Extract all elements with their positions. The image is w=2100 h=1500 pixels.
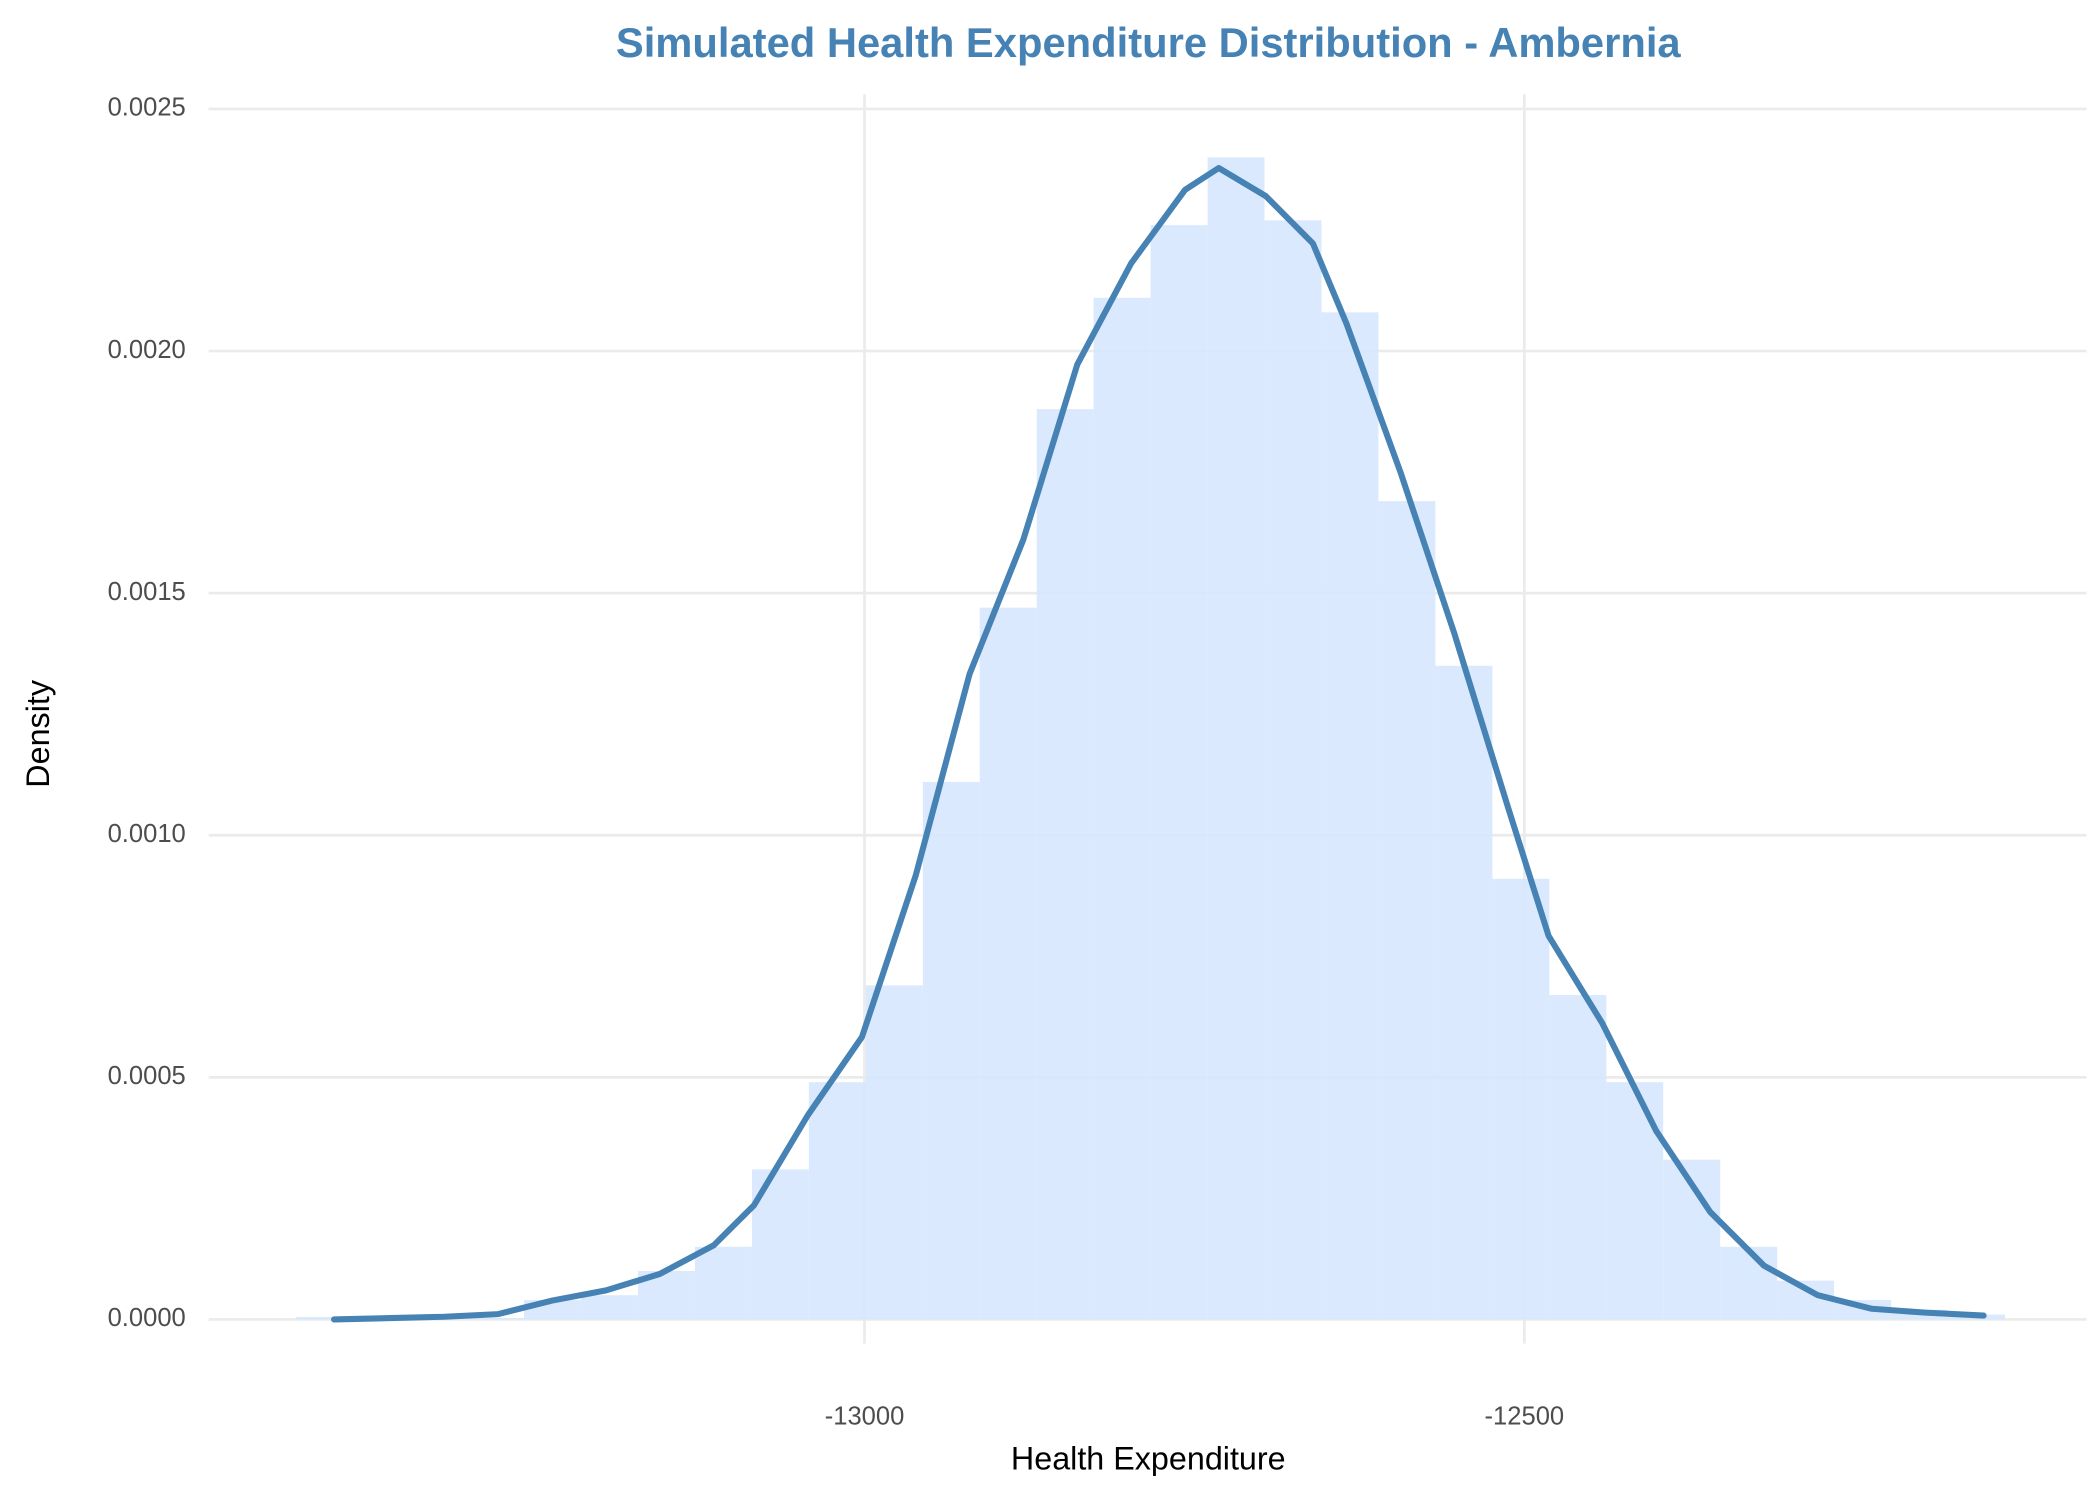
bar <box>1036 409 1094 1320</box>
x-axis-title: Health Expenditure <box>1011 1440 1286 1476</box>
bar <box>1720 1246 1778 1320</box>
bar <box>296 1317 354 1320</box>
y-tick-label: 0.0000 <box>108 1304 186 1332</box>
bar <box>1093 297 1151 1320</box>
chart-title: Simulated Health Expenditure Distributio… <box>616 19 1682 66</box>
histogram <box>296 157 2005 1320</box>
density-line <box>330 164 1987 1323</box>
bar <box>865 985 923 1320</box>
bar <box>1150 225 1208 1320</box>
y-axis-title: Density <box>20 679 56 788</box>
bar <box>581 1295 639 1320</box>
x-tick-label: -12500 <box>1485 1402 1565 1430</box>
y-tick-label: 0.0025 <box>108 94 186 122</box>
bar <box>1492 878 1550 1320</box>
bar <box>1264 220 1322 1320</box>
y-tick-label: 0.0010 <box>108 820 186 848</box>
bar <box>467 1317 525 1320</box>
bar <box>1378 501 1436 1320</box>
bar <box>1207 157 1265 1320</box>
x-tick-label: -13000 <box>825 1402 905 1430</box>
bar <box>808 1082 866 1320</box>
y-tick-label: 0.0015 <box>108 578 186 606</box>
bar <box>1549 995 1607 1320</box>
density-curve <box>330 164 1987 1323</box>
bar <box>922 781 980 1320</box>
bar <box>1606 1082 1664 1320</box>
y-tick-label: 0.0020 <box>108 336 186 364</box>
bar <box>979 607 1037 1320</box>
bar <box>694 1246 752 1320</box>
bar <box>1435 665 1493 1320</box>
bar <box>1321 312 1379 1320</box>
y-tick-label: 0.0005 <box>108 1062 186 1090</box>
